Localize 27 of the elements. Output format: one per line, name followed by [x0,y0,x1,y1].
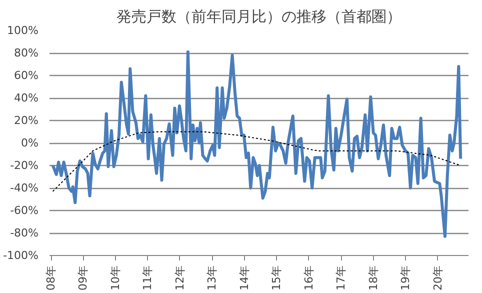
x-tick-label: 08年 [44,265,58,290]
y-tick-label: 100% [7,24,39,37]
x-tick-label: 18年 [366,265,380,290]
y-tick-label: 40% [14,92,39,104]
x-tick-label: 11年 [141,265,154,290]
x-tick-label: 16年 [302,265,316,290]
x-tick-label: 15年 [270,265,284,290]
line-series [52,131,462,192]
y-tick-label: 80% [14,46,39,60]
x-tick-label: 14年 [238,265,251,290]
y-tick-label: 60% [14,69,39,82]
y-tick-label: -20% [10,159,39,172]
x-tick-label: 13年 [206,265,219,290]
x-tick-label: 17年 [334,265,348,290]
x-tick-label: 20年 [431,265,444,290]
x-tick-label: 12年 [173,265,186,290]
x-tick-label: 09年 [76,265,90,290]
y-tick-label: 0% [21,136,38,150]
x-tick-label: 10年 [108,265,122,290]
y-tick-label: -60% [10,204,39,217]
y-tick-label: 20% [14,114,39,127]
y-tick-label: -80% [10,226,39,240]
line-series [51,50,462,238]
y-tick-label: -100% [3,249,39,262]
y-tick-label: -40% [10,182,39,194]
chart-title: 発売戸数（前年同月比）の推移（首都圏） [116,8,402,26]
x-tick-label: 19年 [399,265,412,290]
